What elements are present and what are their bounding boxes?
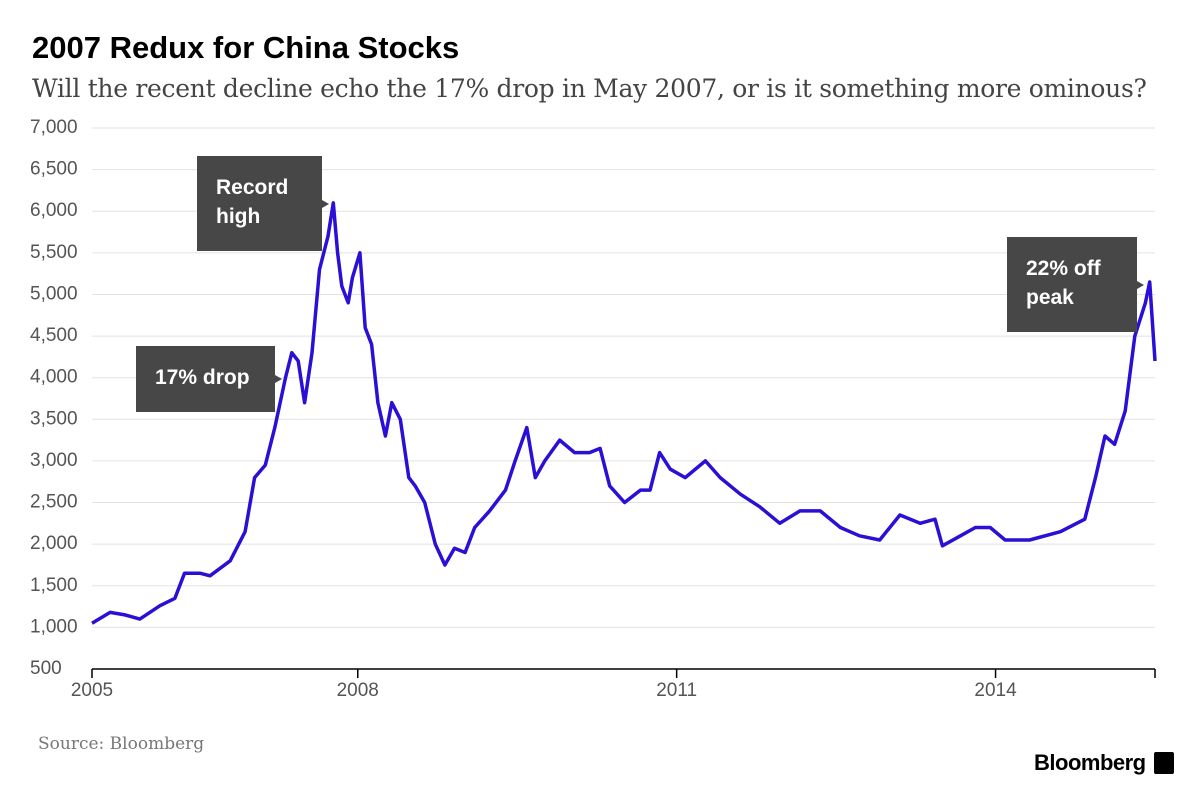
y-tick-label: 2,000 xyxy=(30,533,78,554)
annotation-pointer xyxy=(275,375,282,383)
y-tick-label: 6,500 xyxy=(30,159,78,180)
x-tick-label: 2005 xyxy=(71,680,113,701)
y-tick-label: 4,500 xyxy=(30,325,78,346)
chart-subtitle: Will the recent decline echo the 17% dro… xyxy=(32,74,1147,103)
y-tick-label: 4,000 xyxy=(30,367,78,388)
y-tick-label: 5,000 xyxy=(30,283,78,304)
data-line xyxy=(91,201,1157,625)
y-tick-label: 3,500 xyxy=(30,408,78,429)
brand-logo: Bloomberg xyxy=(1034,750,1146,775)
chart-title: 2007 Redux for China Stocks xyxy=(32,30,460,65)
y-tick-label: 3,000 xyxy=(30,450,78,471)
annotation: 17% drop xyxy=(136,346,275,412)
annotation: 22% off peak xyxy=(1007,237,1137,332)
source-note: Source: Bloomberg xyxy=(38,734,205,754)
x-tick-label: 2011 xyxy=(656,680,697,701)
y-tick-label: 1,000 xyxy=(30,616,78,637)
y-tick-label: 500 xyxy=(30,658,62,679)
y-tick-label: 5,500 xyxy=(30,242,78,263)
annotation-pointer xyxy=(322,200,329,208)
x-tick-label: 2014 xyxy=(974,680,1017,701)
annotation: Record high xyxy=(197,156,322,251)
brand-icon xyxy=(1154,752,1174,774)
y-tick-label: 7,000 xyxy=(30,117,78,138)
y-tick-label: 1,500 xyxy=(30,575,78,596)
x-tick-label: 2008 xyxy=(337,680,379,701)
y-tick-label: 2,500 xyxy=(30,492,78,513)
annotation-pointer xyxy=(1137,281,1144,289)
y-tick-label: 6,000 xyxy=(30,200,78,221)
